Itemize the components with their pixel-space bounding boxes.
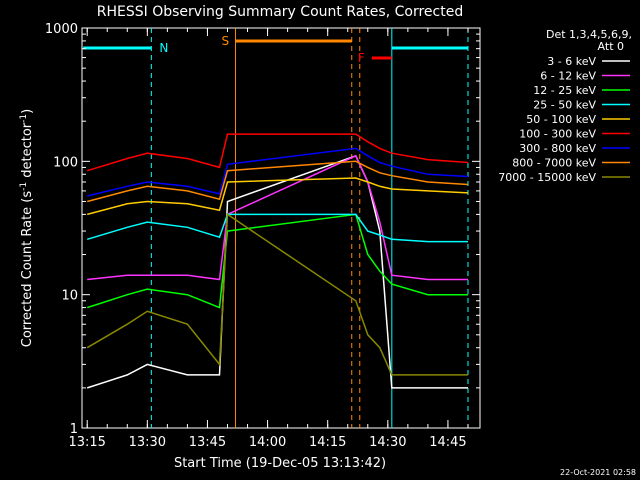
legend-label: 100 - 300 keV — [519, 128, 596, 141]
series-line-3 — [86, 213, 468, 243]
x-tick-label: 14:30 — [369, 435, 406, 450]
flag-label-n: N — [159, 41, 168, 55]
legend-label: 6 - 12 keV — [540, 70, 596, 83]
x-axis-label: Start Time (19-Dec-05 13:13:42) — [174, 456, 386, 471]
plot-area — [81, 27, 481, 429]
legend-label: 300 - 800 keV — [519, 142, 596, 155]
y-tick-label: 1000 — [45, 22, 78, 37]
x-tick-label: 14:45 — [429, 435, 466, 450]
series-line-1 — [87, 154, 468, 281]
y-tick-label: 10 — [61, 289, 78, 304]
y-axis-label-sup1: -1 — [19, 182, 29, 191]
legend-label: 3 - 6 keV — [547, 55, 596, 68]
y-axis-label-mid: detector — [20, 122, 35, 182]
legend-label: 7000 - 15000 keV — [498, 171, 596, 184]
footer-timestamp: 22-Oct-2021 02:58 — [560, 468, 636, 477]
legend-header-attenuator: Att 0 — [598, 40, 624, 53]
y-tick-label: 1 — [70, 422, 78, 437]
series-line-5 — [86, 133, 469, 172]
legend-label: 50 - 100 keV — [526, 113, 596, 126]
x-tick-label: 13:30 — [129, 435, 166, 450]
legend-label: 25 - 50 keV — [533, 99, 596, 112]
plot-frame — [81, 27, 481, 429]
series-line-6 — [87, 147, 469, 197]
chart-title: RHESSI Observing Summary Count Rates, Co… — [97, 4, 463, 20]
x-tick-label: 14:00 — [249, 435, 286, 450]
x-tick-label: 13:45 — [189, 435, 226, 450]
x-tick-label: 13:15 — [68, 435, 105, 450]
legend: Det 1,3,4,5,6,9, Att 0 3 - 6 keV 6 - 12 k… — [498, 28, 632, 184]
y-axis-label: Corrected Count Rate (s-1 detector-1) — [19, 109, 35, 347]
y-axis-label-sup2: -1 — [19, 114, 29, 123]
series-line-4 — [87, 177, 469, 216]
x-tick-label: 14:15 — [309, 435, 346, 450]
series-line-2 — [86, 213, 468, 309]
legend-header-detectors: Det 1,3,4,5,6,9, — [546, 28, 632, 41]
flag-label-s: S — [222, 34, 230, 48]
series-layer — [86, 133, 469, 389]
y-axis-label-main: Corrected Count Rate (s — [20, 191, 35, 348]
axis-layer: 1 10 100 1000 13:15 13:30 13:45 14:00 14:15 14:30… — [45, 22, 480, 450]
legend-label: 12 - 25 keV — [533, 84, 596, 97]
flag-label-f: F — [358, 51, 365, 65]
series-line-8 — [86, 213, 468, 376]
y-tick-label: 100 — [53, 155, 78, 170]
legend-label: 800 - 7000 keV — [512, 157, 596, 170]
series-line-0 — [86, 154, 468, 389]
flag-layer: N S F — [83, 28, 469, 428]
series-line-7 — [87, 160, 469, 203]
y-axis-label-end: ) — [20, 109, 35, 114]
